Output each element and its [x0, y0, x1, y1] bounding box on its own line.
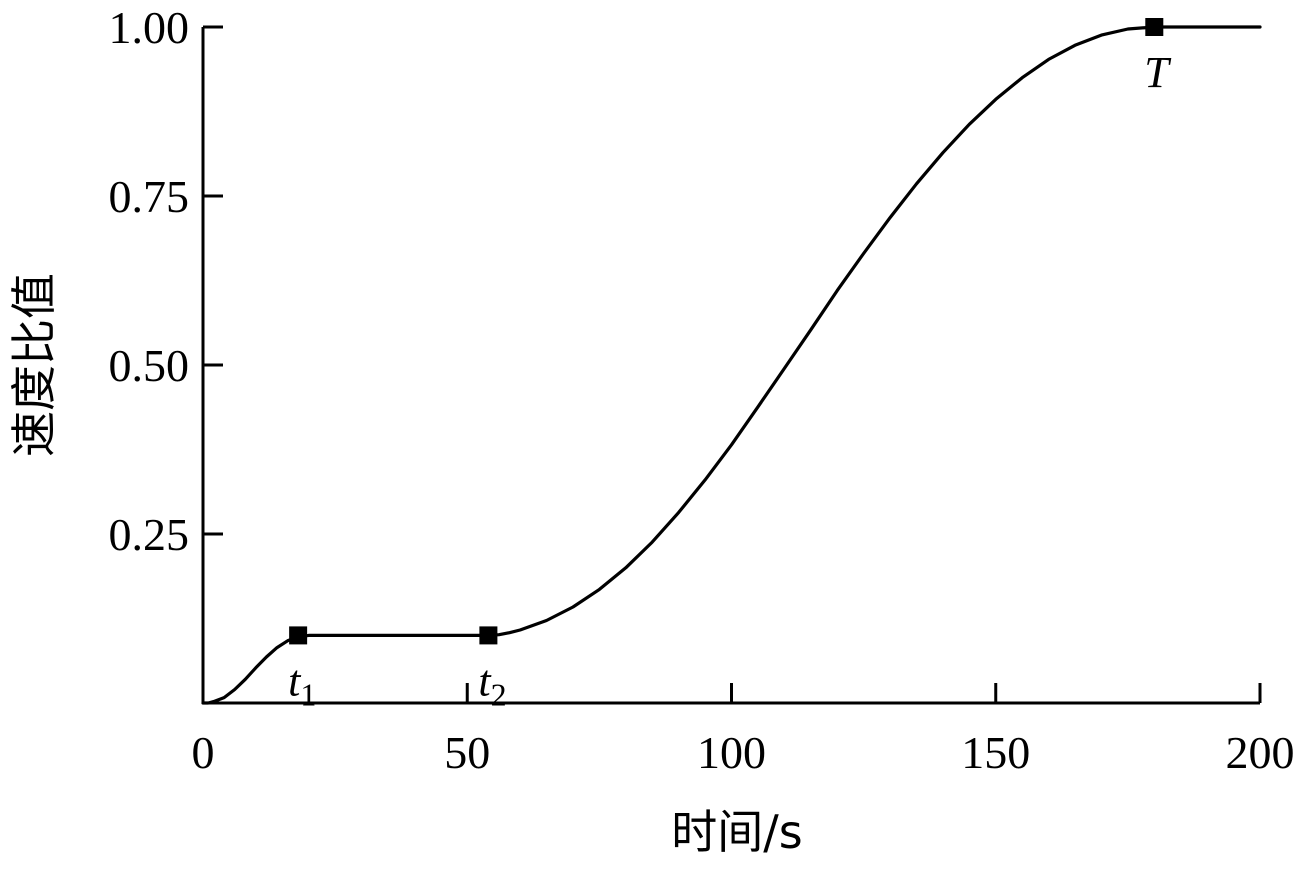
marker-label: t2: [478, 656, 506, 712]
ticks: 0 50 100 150 200 0.25 0.50 0.75 1.00: [109, 2, 1295, 778]
y-tick-label: 0.75: [109, 171, 190, 222]
marker-subscript: 2: [491, 676, 507, 712]
series: [201, 25, 1262, 705]
y-axis-title: 速度比值: [7, 273, 61, 457]
x-tick-label: 150: [961, 727, 1030, 778]
marker-square: [289, 626, 308, 645]
y-tick-label: 0.50: [109, 340, 190, 391]
axes: [201, 27, 1260, 705]
x-tick-label: 50: [444, 727, 490, 778]
x-tick-label: 0: [192, 727, 215, 778]
x-tick-label: 100: [697, 727, 766, 778]
x-tick-label: 200: [1226, 727, 1295, 778]
y-tick-label: 1.00: [109, 2, 190, 53]
marker-subscript: 1: [300, 676, 316, 712]
marker-square: [479, 626, 498, 645]
y-tick-label: 0.25: [109, 509, 190, 560]
markers: t1 t2 T: [288, 18, 1172, 712]
marker-label: t1: [288, 656, 316, 712]
marker-label: T: [1144, 48, 1172, 97]
marker-square: [1145, 18, 1164, 36]
x-axis-title: 时间/s: [671, 805, 802, 859]
series-line: [201, 25, 1262, 705]
